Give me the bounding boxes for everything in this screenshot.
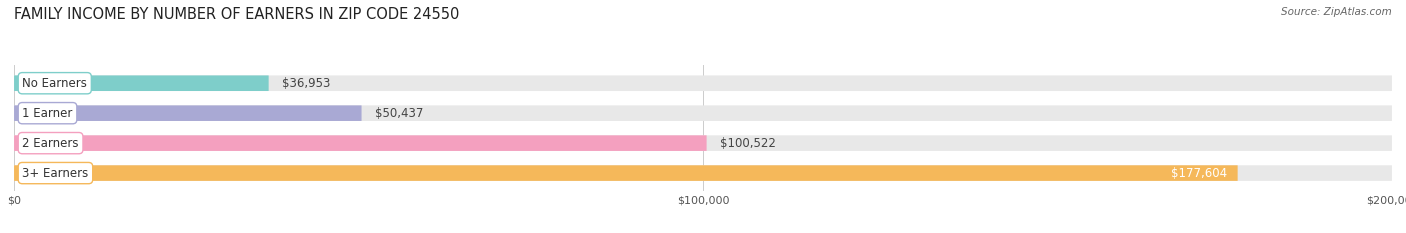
FancyBboxPatch shape [14, 105, 361, 121]
FancyBboxPatch shape [14, 105, 1392, 121]
Text: FAMILY INCOME BY NUMBER OF EARNERS IN ZIP CODE 24550: FAMILY INCOME BY NUMBER OF EARNERS IN ZI… [14, 7, 460, 22]
Text: 3+ Earners: 3+ Earners [22, 167, 89, 180]
Text: 1 Earner: 1 Earner [22, 107, 73, 120]
FancyBboxPatch shape [14, 75, 269, 91]
FancyBboxPatch shape [14, 135, 707, 151]
Text: $100,522: $100,522 [720, 137, 776, 150]
Text: No Earners: No Earners [22, 77, 87, 90]
FancyBboxPatch shape [14, 165, 1392, 181]
Text: Source: ZipAtlas.com: Source: ZipAtlas.com [1281, 7, 1392, 17]
FancyBboxPatch shape [14, 75, 1392, 91]
Text: $50,437: $50,437 [375, 107, 423, 120]
Text: 2 Earners: 2 Earners [22, 137, 79, 150]
Text: $177,604: $177,604 [1171, 167, 1227, 180]
FancyBboxPatch shape [14, 165, 1237, 181]
Text: $36,953: $36,953 [283, 77, 330, 90]
FancyBboxPatch shape [14, 135, 1392, 151]
